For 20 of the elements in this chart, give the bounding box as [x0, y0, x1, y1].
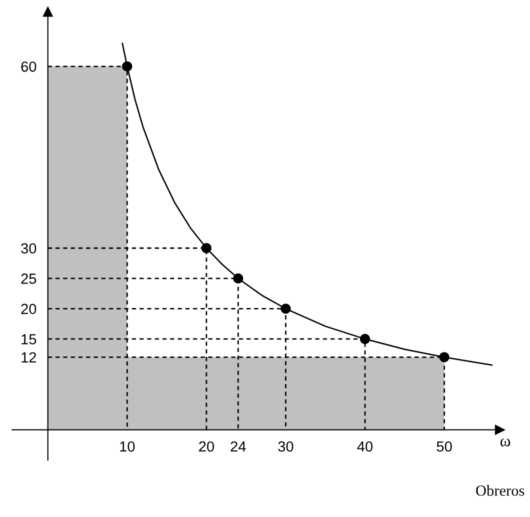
y-tick-label: 60: [21, 62, 36, 72]
y-tick-label: 25: [21, 274, 36, 284]
point: [360, 334, 370, 344]
x-tick-label: 50: [436, 441, 452, 452]
x-tick-label: 20: [199, 441, 214, 452]
x-tick-label: 40: [357, 441, 373, 452]
x-tick-label: 24: [230, 441, 246, 452]
x-axis-title: ω: [500, 438, 510, 446]
text: Obreros: [476, 485, 524, 496]
point: [122, 61, 132, 72]
point: [439, 352, 450, 362]
y-tick-label: 15: [22, 334, 36, 344]
y-tick-label: 20: [21, 304, 36, 314]
y-tick-label: 30: [21, 243, 36, 254]
y-tick-label: 12: [22, 352, 36, 362]
x-tick-label: 30: [278, 441, 294, 452]
point: [201, 243, 212, 254]
point: [280, 304, 291, 314]
point: [233, 273, 244, 284]
x-tick-label: 10: [120, 441, 135, 452]
